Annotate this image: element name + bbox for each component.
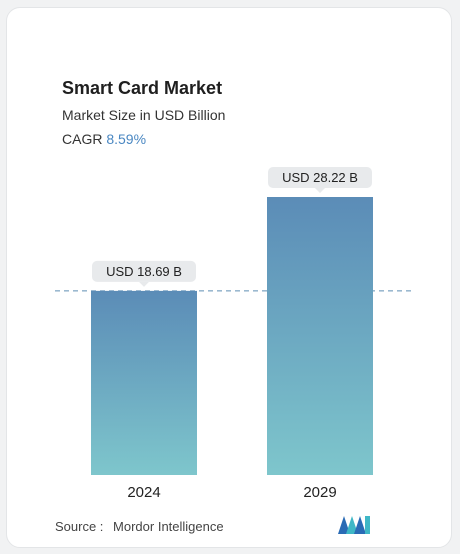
data-label: USD 18.69 B (106, 264, 182, 279)
cagr-label: CAGR (62, 131, 103, 147)
data-label: USD 28.22 B (282, 170, 358, 185)
data-label-bg (92, 260, 196, 282)
chart-title: Smart Card Market (62, 78, 223, 98)
source-label: Source : (55, 519, 104, 534)
x-tick-label: 2029 (303, 484, 336, 501)
cagr-value: 8.59% (106, 131, 147, 147)
bar-2029 (267, 197, 373, 475)
cagr-line: CAGR 8.59% (62, 131, 146, 147)
source-name: Mordor Intelligence (113, 519, 224, 534)
chart-subtitle: Market Size in USD Billion (62, 107, 226, 123)
x-tick-label: 2024 (127, 484, 160, 501)
data-label-bg (268, 167, 372, 188)
data-label-pointer (315, 188, 325, 193)
data-label-pointer (139, 281, 149, 287)
source-note: Source : Mordor Intelligence (55, 519, 224, 534)
chart-card: Smart Card Market Market Size in USD Bil… (6, 7, 452, 548)
mordor-intelligence-logo-icon (338, 516, 370, 534)
bar-2024 (91, 290, 197, 475)
